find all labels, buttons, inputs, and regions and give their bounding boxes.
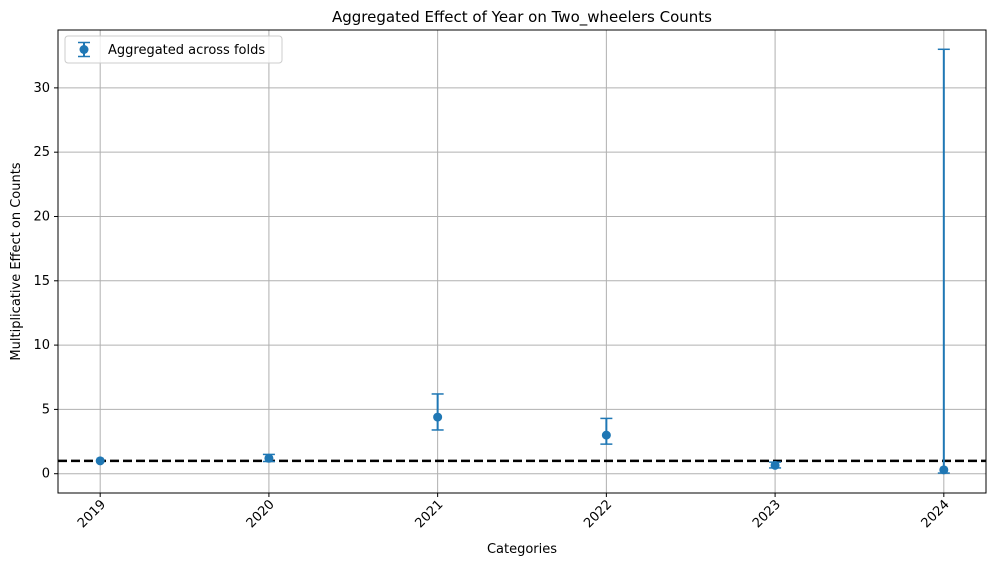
y-tick-label: 25 — [33, 145, 50, 160]
y-axis: 0 5 10 15 20 25 30 — [33, 81, 58, 482]
x-tick-label: 2024 — [919, 497, 953, 531]
legend-entry-label: Aggregated across folds — [108, 43, 265, 58]
legend-point-marker — [79, 45, 89, 54]
chart-title: Aggregated Effect of Year on Two_wheeler… — [332, 8, 712, 27]
y-tick-label: 30 — [33, 81, 50, 96]
data-point — [264, 453, 274, 463]
y-tick-label: 0 — [42, 467, 50, 482]
x-tick-label: 2019 — [75, 497, 109, 531]
data-point — [939, 465, 949, 475]
legend-box — [64, 35, 283, 64]
y-tick-label: 20 — [33, 209, 50, 224]
x-tick-label: 2021 — [412, 497, 446, 531]
data-point — [601, 430, 611, 440]
data-series — [95, 48, 950, 475]
x-axis-label: Categories — [487, 542, 557, 557]
x-tick-label: 2023 — [750, 497, 784, 531]
data-point — [433, 412, 443, 422]
x-axis: 2019 2020 2021 2022 2023 2024 — [75, 493, 953, 531]
y-tick-label: 5 — [42, 402, 50, 417]
data-point — [770, 460, 780, 470]
legend: Aggregated across folds — [64, 35, 283, 64]
y-tick-label: 10 — [33, 338, 50, 353]
plot-frame — [57, 29, 987, 494]
data-point — [95, 456, 105, 466]
y-axis-label: Multiplicative Effect on Counts — [9, 162, 24, 360]
x-tick-label: 2020 — [244, 497, 278, 531]
x-tick-label: 2022 — [581, 497, 615, 531]
y-tick-label: 15 — [33, 274, 50, 289]
grid — [58, 30, 986, 493]
